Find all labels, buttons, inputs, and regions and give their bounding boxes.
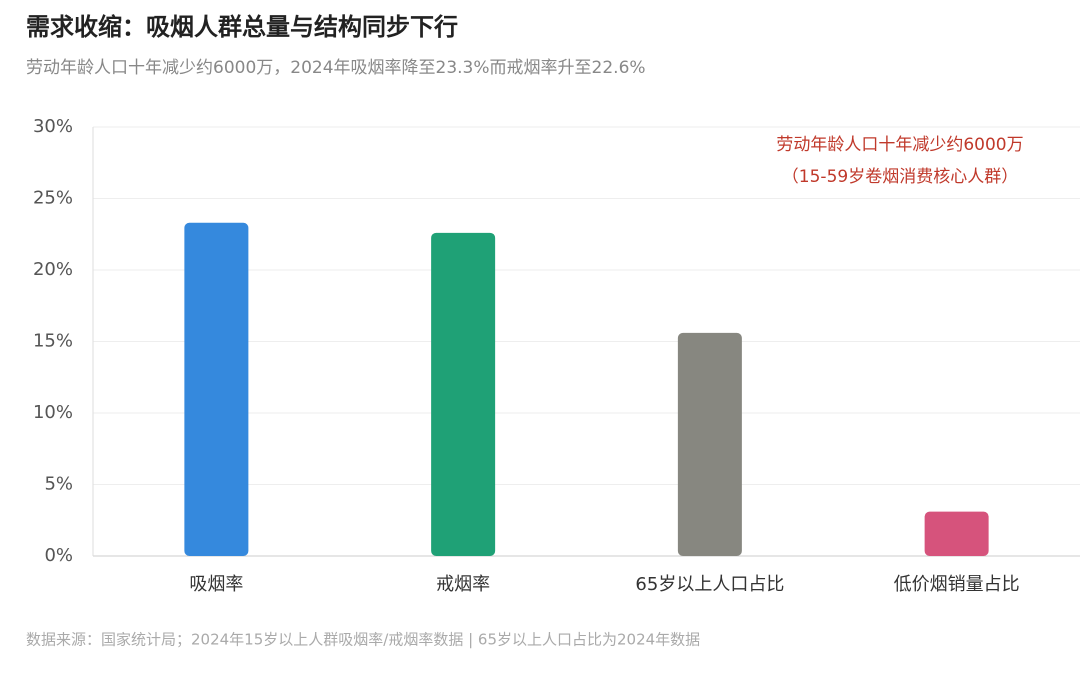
y-tick-label: 15% — [33, 331, 73, 352]
bar — [677, 332, 742, 556]
bar — [431, 232, 496, 556]
x-tick-label: 65岁以上人口占比 — [635, 574, 784, 595]
y-tick-label: 0% — [44, 545, 73, 566]
bar — [184, 222, 249, 556]
y-tick-label: 20% — [33, 259, 73, 280]
x-tick-label: 戒烟率 — [436, 574, 490, 595]
y-tick-label: 30% — [33, 116, 73, 137]
x-tick-label: 低价烟销量占比 — [894, 574, 1020, 595]
y-tick-label: 5% — [44, 474, 73, 495]
annotation: （15-59岁卷烟消费核心人群） — [782, 167, 1018, 187]
source-note: 数据来源：国家统计局；2024年15岁以上人群吸烟率/戒烟率数据 | 65岁以上… — [26, 631, 700, 649]
y-tick-label: 10% — [33, 402, 73, 423]
x-tick-label: 吸烟率 — [189, 574, 243, 595]
y-tick-label: 25% — [33, 188, 73, 209]
bar — [924, 511, 989, 556]
annotation: 劳动年龄人口十年减少约6000万 — [776, 135, 1023, 155]
chart-subtitle: 劳动年龄人口十年减少约6000万，2024年吸烟率降至23.3%而戒烟率升至22… — [26, 58, 646, 78]
chart-title: 需求收缩：吸烟人群总量与结构同步下行 — [26, 13, 458, 41]
